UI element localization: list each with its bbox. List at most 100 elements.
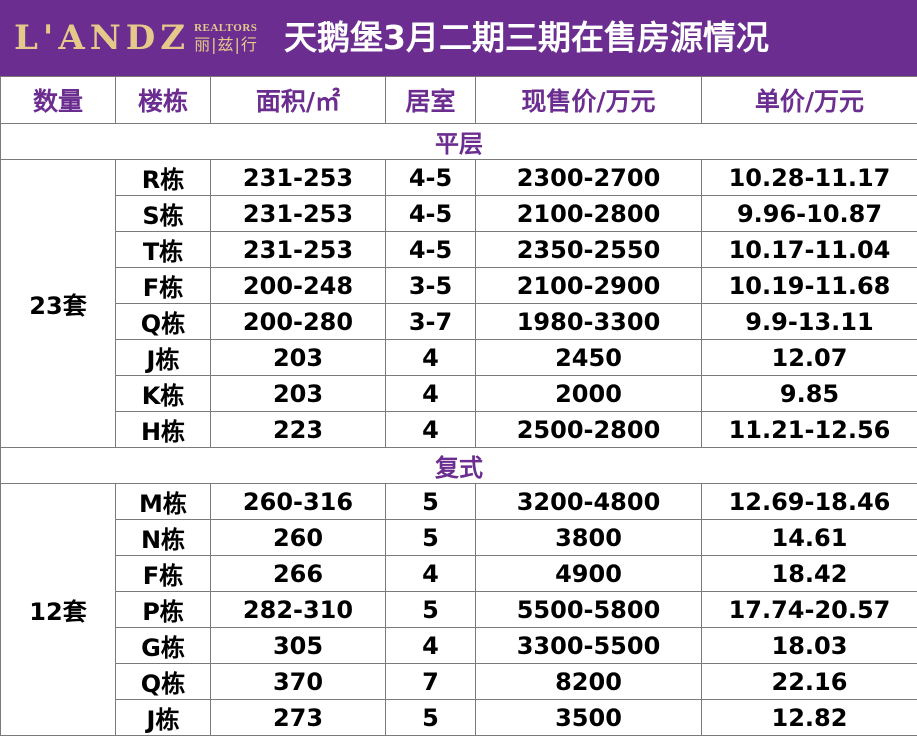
price-cell: 2300-2700	[475, 159, 702, 196]
unit-price-cell: 18.03	[701, 627, 917, 664]
header-banner: L'ANDZ REALTORS 丽|兹|行 天鹅堡3月二期三期在售房源情况	[0, 0, 917, 76]
unit-price-cell: 10.28-11.17	[701, 159, 917, 196]
price-cell: 2000	[475, 375, 702, 412]
price-cell: 5500-5800	[475, 591, 702, 628]
section-title: 复式	[0, 447, 917, 484]
col-header-unit-price: 单价/万元	[701, 76, 917, 124]
area-cell: 223	[210, 411, 386, 448]
unit-price-cell: 9.85	[701, 375, 917, 412]
table-row: F栋 266 4 4900 18.42	[1, 555, 917, 592]
price-cell: 2100-2800	[475, 195, 702, 232]
rooms-cell: 5	[385, 699, 476, 736]
rooms-cell: 7	[385, 663, 476, 700]
building-cell: G栋	[115, 627, 211, 664]
logo-realtors: REALTORS	[194, 22, 258, 34]
table-header-row: 数量 楼栋 面积/㎡ 居室 现售价/万元 单价/万元	[0, 76, 917, 124]
unit-price-cell: 12.82	[701, 699, 917, 736]
unit-price-cell: 12.07	[701, 339, 917, 376]
table-row: N栋 260 5 3800 14.61	[1, 519, 917, 556]
building-cell: N栋	[115, 519, 211, 556]
rooms-cell: 5	[385, 591, 476, 628]
area-cell: 260	[210, 519, 386, 556]
building-cell: K栋	[115, 375, 211, 412]
area-cell: 200-248	[210, 267, 386, 304]
area-cell: 370	[210, 663, 386, 700]
section-title: 平层	[0, 123, 917, 160]
table-row: F栋 200-248 3-5 2100-2900 10.19-11.68	[1, 267, 917, 304]
unit-price-cell: 12.69-18.46	[701, 483, 917, 520]
area-cell: 231-253	[210, 231, 386, 268]
price-cell: 3500	[475, 699, 702, 736]
area-cell: 203	[210, 339, 386, 376]
building-cell: T栋	[115, 231, 211, 268]
building-cell: Q栋	[115, 303, 211, 340]
rooms-cell: 4	[385, 555, 476, 592]
table-row: G栋 305 4 3300-5500 18.03	[1, 627, 917, 664]
price-cell: 2350-2550	[475, 231, 702, 268]
section-header-row: 平层	[0, 123, 917, 160]
price-cell: 2500-2800	[475, 411, 702, 448]
table-row: 12套 M栋 260-316 5 3200-4800 12.69-18.46	[0, 483, 917, 736]
col-header-area: 面积/㎡	[210, 76, 386, 124]
rooms-cell: 3-5	[385, 267, 476, 304]
building-cell: M栋	[115, 483, 211, 520]
price-cell: 3800	[475, 519, 702, 556]
price-cell: 2450	[475, 339, 702, 376]
table-row: Q栋 370 7 8200 22.16	[1, 663, 917, 700]
building-cell: F栋	[115, 267, 211, 304]
unit-price-cell: 9.9-13.11	[701, 303, 917, 340]
area-cell: 203	[210, 375, 386, 412]
table-row: Q栋 200-280 3-7 1980-3300 9.9-13.11	[1, 303, 917, 340]
logo-wordmark: L'ANDZ	[14, 18, 191, 58]
col-header-price: 现售价/万元	[475, 76, 702, 124]
unit-price-cell: 18.42	[701, 555, 917, 592]
area-cell: 231-253	[210, 195, 386, 232]
price-cell: 3200-4800	[475, 483, 702, 520]
building-cell: S栋	[115, 195, 211, 232]
price-cell: 1980-3300	[475, 303, 702, 340]
rooms-cell: 3-7	[385, 303, 476, 340]
col-header-count: 数量	[0, 76, 116, 124]
building-cell: H栋	[115, 411, 211, 448]
unit-price-cell: 11.21-12.56	[701, 411, 917, 448]
col-header-rooms: 居室	[385, 76, 476, 124]
building-cell: J栋	[115, 699, 211, 736]
unit-price-cell: 10.19-11.68	[701, 267, 917, 304]
area-cell: 260-316	[210, 483, 386, 520]
unit-price-cell: 9.96-10.87	[701, 195, 917, 232]
table-row: S栋 231-253 4-5 2100-2800 9.96-10.87	[1, 195, 917, 232]
table-row: K栋 203 4 2000 9.85	[1, 375, 917, 412]
rooms-cell: 4-5	[385, 159, 476, 196]
rooms-cell: 4-5	[385, 231, 476, 268]
building-cell: F栋	[115, 555, 211, 592]
rooms-cell: 4	[385, 339, 476, 376]
area-cell: 273	[210, 699, 386, 736]
listing-table: 数量 楼栋 面积/㎡ 居室 现售价/万元 单价/万元 平层 23套 R栋 231-25…	[0, 76, 917, 736]
table-row: P栋 282-310 5 5500-5800 17.74-20.57	[1, 591, 917, 628]
building-cell: Q栋	[115, 663, 211, 700]
table-row: J栋 273 5 3500 12.82	[1, 699, 917, 736]
table-row: 23套 R栋 231-253 4-5 2300-2700 10.28-11.17	[0, 159, 917, 448]
area-cell: 266	[210, 555, 386, 592]
price-cell: 4900	[475, 555, 702, 592]
rooms-cell: 5	[385, 519, 476, 556]
rooms-cell: 5	[385, 483, 476, 520]
section-header-row: 复式	[0, 447, 917, 484]
brand-logo: L'ANDZ REALTORS 丽|兹|行	[14, 14, 258, 62]
table-row: J栋 203 4 2450 12.07	[1, 339, 917, 376]
price-cell: 3300-5500	[475, 627, 702, 664]
rooms-cell: 4	[385, 375, 476, 412]
unit-count-cell: 23套	[0, 159, 116, 448]
rooms-cell: 4-5	[385, 195, 476, 232]
table-row: T栋 231-253 4-5 2350-2550 10.17-11.04	[1, 231, 917, 268]
area-cell: 282-310	[210, 591, 386, 628]
area-cell: 231-253	[210, 159, 386, 196]
rooms-cell: 4	[385, 627, 476, 664]
unit-price-cell: 17.74-20.57	[701, 591, 917, 628]
rooms-cell: 4	[385, 411, 476, 448]
area-cell: 200-280	[210, 303, 386, 340]
building-cell: P栋	[115, 591, 211, 628]
price-cell: 8200	[475, 663, 702, 700]
building-cell: J栋	[115, 339, 211, 376]
table-row: H栋 223 4 2500-2800 11.21-12.56	[1, 411, 917, 448]
